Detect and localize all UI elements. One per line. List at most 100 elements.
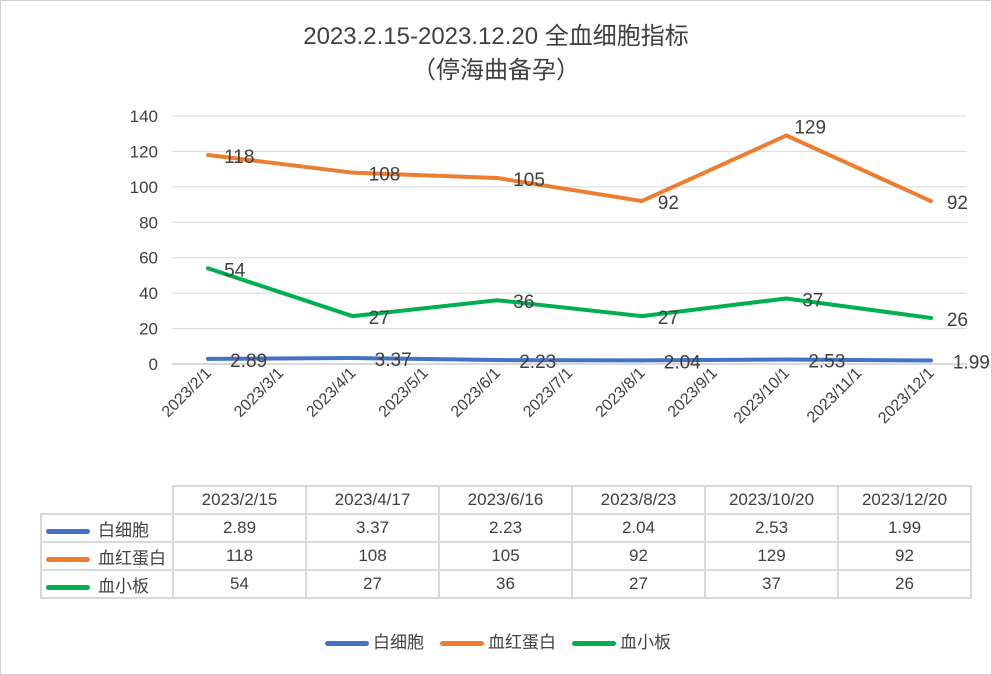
data-point bbox=[350, 170, 355, 175]
data-label: 3.37 bbox=[375, 350, 412, 371]
table-cell: 27 bbox=[305, 569, 440, 599]
table-cell: 2.04 bbox=[571, 513, 706, 543]
data-point bbox=[928, 315, 933, 320]
table-row: 血小板 54 27 36 27 37 26 bbox=[40, 569, 972, 599]
legend-label: 血小板 bbox=[620, 633, 671, 652]
table-cell: 3.37 bbox=[305, 513, 440, 543]
data-label: 36 bbox=[513, 292, 534, 313]
table-cell: 2.89 bbox=[172, 513, 307, 543]
data-label: 2.04 bbox=[664, 352, 701, 373]
y-tick-label: 60 bbox=[139, 249, 158, 268]
table-cell: 92 bbox=[571, 541, 706, 571]
data-point bbox=[206, 266, 211, 271]
data-table: 2023/2/15 2023/4/17 2023/6/16 2023/8/23 2023… bbox=[40, 485, 972, 599]
x-tick-label: 2023/3/1 bbox=[231, 365, 287, 421]
chart-subtitle: （停海曲备孕） bbox=[412, 57, 580, 84]
y-tick-label: 80 bbox=[139, 213, 158, 232]
data-label: 54 bbox=[224, 260, 246, 281]
table-cell: 36 bbox=[438, 569, 573, 599]
data-label: 129 bbox=[794, 117, 826, 138]
data-label: 105 bbox=[513, 170, 545, 191]
table-cell: 27 bbox=[571, 569, 706, 599]
data-point bbox=[206, 356, 211, 361]
data-label: 108 bbox=[369, 165, 401, 186]
data-label: 2.23 bbox=[519, 352, 556, 373]
series-line-血小板 bbox=[206, 266, 933, 320]
data-point bbox=[350, 356, 355, 361]
x-tick-label: 2023/4/1 bbox=[303, 365, 359, 421]
chart-title: 2023.2.15-2023.12.20 全血细胞指标 bbox=[303, 23, 689, 50]
series-line-白细胞 bbox=[206, 356, 933, 363]
data-point bbox=[495, 176, 500, 180]
table-cell: 1.99 bbox=[837, 513, 972, 543]
series-line-血红蛋白 bbox=[206, 133, 933, 204]
table-cell: 37 bbox=[704, 569, 839, 599]
legend-item: 血小板 bbox=[568, 633, 671, 652]
x-tick-label: 2023/2/1 bbox=[159, 365, 215, 421]
data-point bbox=[639, 199, 644, 204]
series-name: 白细胞 bbox=[98, 520, 149, 540]
data-label: 26 bbox=[947, 310, 968, 331]
table-header-date: 2023/10/20 bbox=[704, 485, 839, 515]
y-tick-label: 40 bbox=[139, 284, 158, 303]
plot-area: 0 20 40 60 80 100 120 140 2023/2/1 2023/3/1 2023/4… bbox=[130, 107, 990, 427]
y-tick-label: 0 bbox=[149, 355, 158, 374]
data-label: 118 bbox=[224, 147, 254, 168]
legend-label: 血红蛋白 bbox=[488, 633, 556, 652]
data-point bbox=[639, 314, 644, 319]
table-cell: 26 bbox=[837, 569, 972, 599]
data-point bbox=[928, 358, 933, 363]
data-label: 1.99 bbox=[953, 352, 990, 373]
data-point bbox=[784, 296, 789, 301]
legend-swatch bbox=[46, 556, 90, 562]
legend-swatch bbox=[325, 641, 369, 647]
data-label: 27 bbox=[369, 308, 390, 329]
table-cell: 105 bbox=[438, 541, 573, 571]
legend-swatch bbox=[572, 641, 616, 647]
series-label: 血小板 bbox=[40, 569, 174, 599]
series-name: 血红蛋白 bbox=[98, 548, 166, 568]
table-corner bbox=[41, 486, 174, 515]
legend-label: 白细胞 bbox=[373, 633, 424, 652]
data-label: 2.89 bbox=[230, 351, 267, 372]
table-cell: 2.23 bbox=[438, 513, 573, 543]
series-label: 白细胞 bbox=[40, 513, 174, 543]
series-name: 血小板 bbox=[98, 576, 149, 596]
legend-item: 血红蛋白 bbox=[436, 633, 556, 652]
table-header-date: 2023/6/16 bbox=[438, 485, 573, 515]
data-label: 2.53 bbox=[808, 352, 845, 373]
table-cell: 129 bbox=[704, 541, 839, 571]
table-cell: 54 bbox=[172, 569, 307, 599]
table-row: 血红蛋白 118 108 105 92 129 92 bbox=[40, 541, 972, 571]
x-tick-label: 2023/6/1 bbox=[448, 365, 504, 421]
y-tick-label: 140 bbox=[130, 107, 158, 126]
x-tick-label: 2023/11/1 bbox=[804, 365, 866, 427]
table-cell: 92 bbox=[837, 541, 972, 571]
y-tick-label: 20 bbox=[139, 320, 158, 339]
table-header-date: 2023/8/23 bbox=[571, 485, 706, 515]
data-point bbox=[928, 199, 933, 204]
legend-swatch bbox=[440, 641, 484, 647]
data-point bbox=[784, 133, 789, 138]
data-point bbox=[350, 314, 355, 319]
y-tick-label: 100 bbox=[130, 178, 158, 197]
x-tick-label: 2023/7/1 bbox=[520, 365, 576, 421]
table-cell: 108 bbox=[305, 541, 440, 571]
table-header-date: 2023/4/17 bbox=[305, 485, 440, 515]
data-label: 92 bbox=[658, 193, 679, 214]
data-label: 27 bbox=[658, 308, 679, 329]
data-point bbox=[639, 358, 644, 363]
legend-swatch bbox=[46, 584, 90, 590]
data-point bbox=[495, 298, 500, 303]
data-point bbox=[206, 152, 211, 157]
data-label: 92 bbox=[947, 193, 968, 214]
x-tick-label: 2023/5/1 bbox=[376, 365, 432, 421]
data-label: 37 bbox=[802, 290, 823, 311]
series-label: 血红蛋白 bbox=[40, 541, 174, 571]
legend-item: 白细胞 bbox=[321, 633, 424, 652]
table-header-date: 2023/12/20 bbox=[837, 485, 972, 515]
table-cell: 2.53 bbox=[704, 513, 839, 543]
table-row: 白细胞 2.89 3.37 2.23 2.04 2.53 1.99 bbox=[40, 513, 972, 543]
y-tick-label: 120 bbox=[130, 142, 158, 161]
legend: 白细胞 血红蛋白 血小板 bbox=[0, 628, 992, 653]
